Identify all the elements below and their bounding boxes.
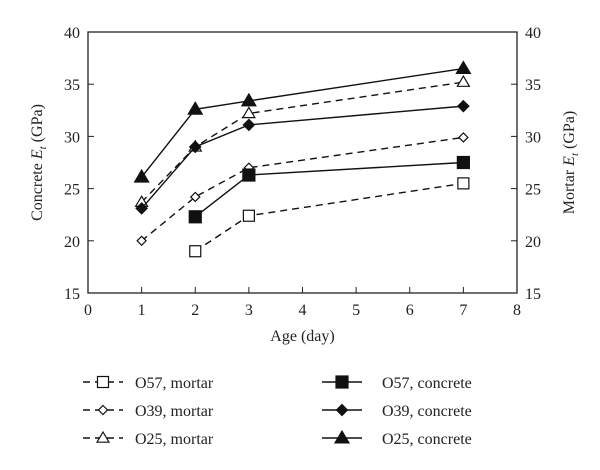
series-o39-concrete (135, 99, 470, 215)
y-tick-label-right: 30 (525, 129, 541, 146)
data-point-triangle (333, 429, 351, 444)
data-point-triangle (187, 101, 204, 115)
x-axis-label: Age (day) (270, 328, 334, 345)
series-line (141, 136, 464, 242)
legend-item: O57, mortar (83, 375, 214, 392)
data-point-diamond (242, 118, 256, 132)
legend-label: O39, mortar (135, 403, 214, 420)
series-o57-concrete (188, 155, 470, 224)
series-o39-mortar (136, 132, 469, 247)
data-point-diamond (97, 404, 109, 416)
data-point-square (96, 375, 110, 389)
y-tick-label-right: 25 (525, 182, 541, 199)
y-tick-label-right: 35 (525, 77, 541, 94)
legend-item: O39, concrete (322, 403, 472, 420)
series-line (141, 67, 464, 178)
data-point-triangle (241, 106, 256, 119)
data-point-diamond (458, 132, 469, 143)
x-tick-label: 4 (299, 302, 307, 319)
y-tick-label-left: 25 (64, 182, 80, 199)
data-point-square (456, 155, 470, 170)
data-point-diamond (188, 140, 202, 154)
legend-item: O39, mortar (83, 403, 214, 420)
series-o57-mortar (189, 177, 470, 258)
series-line (141, 105, 464, 209)
data-point-square (457, 177, 470, 190)
data-point-diamond (135, 202, 148, 215)
y-tick-label-left: 20 (64, 234, 80, 251)
x-tick-label: 0 (84, 302, 92, 319)
y-tick-label-right: 40 (525, 25, 541, 42)
y-tick-label-left: 35 (64, 77, 80, 94)
legend-label: O25, mortar (135, 431, 214, 448)
data-point-square (189, 245, 202, 258)
x-tick-label: 1 (138, 302, 146, 319)
y-tick-label-left: 15 (64, 286, 80, 303)
legend-label: O25, concrete (382, 431, 472, 448)
data-point-square (242, 168, 256, 182)
legend-label: O57, concrete (382, 375, 472, 392)
legend-item: O25, concrete (322, 429, 472, 448)
x-tick-label: 8 (513, 302, 521, 319)
y-tick-label-left: 30 (64, 129, 80, 146)
x-tick-label: 2 (191, 302, 199, 319)
y-axis-label-left: Concrete Et (GPa) (29, 104, 49, 221)
legend-item: O57, concrete (322, 375, 472, 392)
x-tick-label: 5 (352, 302, 360, 319)
x-tick-label: 3 (245, 302, 253, 319)
x-tick-label: 7 (459, 302, 467, 319)
data-point-square (188, 210, 202, 224)
y-tick-label-left: 40 (64, 25, 80, 42)
series-o25-mortar (134, 74, 471, 207)
data-point-triangle (133, 168, 150, 183)
series-line (141, 81, 464, 203)
data-point-triangle (455, 60, 472, 75)
data-point-diamond (335, 403, 349, 417)
data-point-triangle (240, 92, 257, 107)
data-point-triangle (456, 74, 471, 87)
data-point-triangle (95, 430, 111, 443)
data-point-square (242, 209, 255, 222)
x-tick-label: 6 (406, 302, 414, 319)
y-axis-label-right: Mortar Et (GPa) (561, 111, 581, 215)
legend-label: O57, mortar (135, 375, 214, 392)
data-point-diamond (136, 235, 147, 247)
data-point-diamond (457, 99, 470, 113)
data-point-diamond (189, 191, 201, 203)
series-line (194, 182, 464, 252)
y-tick-label-right: 15 (525, 286, 541, 303)
legend-label: O39, concrete (382, 403, 472, 420)
data-point-square (335, 375, 349, 389)
y-tick-label-right: 20 (525, 234, 541, 251)
legend-item: O25, mortar (83, 430, 214, 448)
series-o25-concrete (133, 60, 472, 183)
